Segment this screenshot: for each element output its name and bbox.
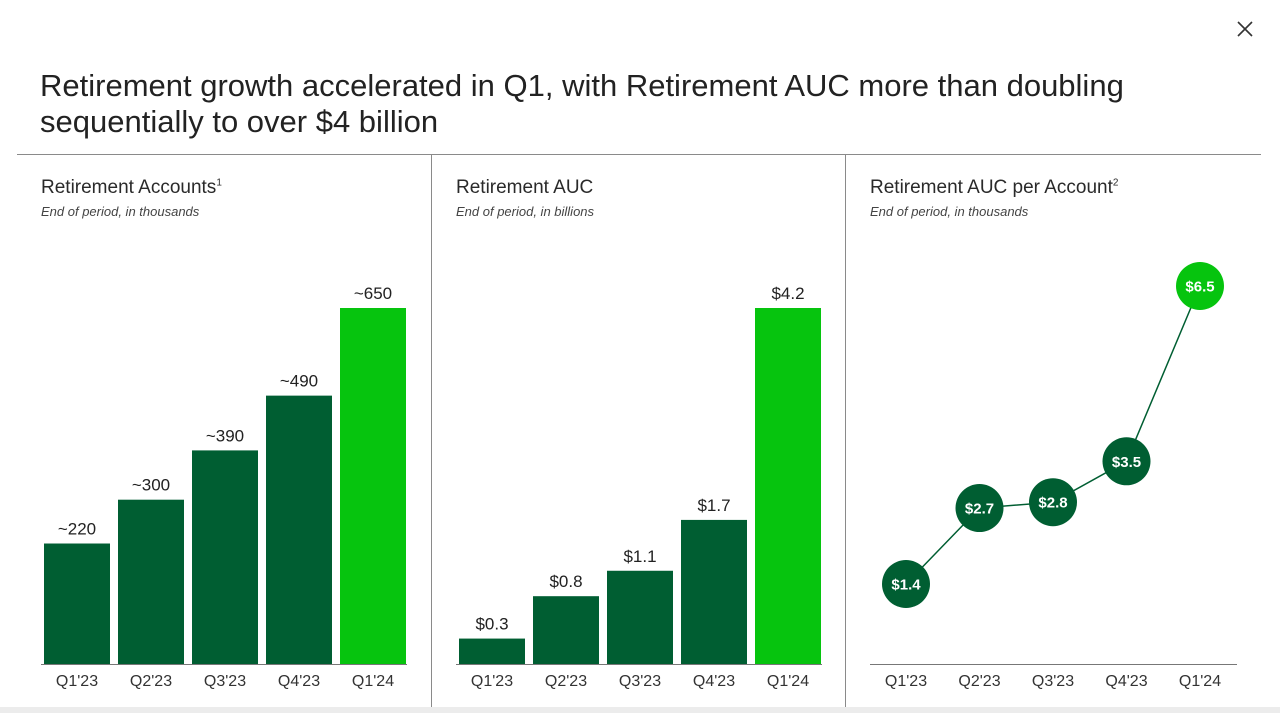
auc-bar: [459, 638, 525, 664]
per-account-tick-label: Q3'23: [1032, 673, 1074, 690]
close-button[interactable]: [1230, 14, 1260, 44]
auc-tick-label: Q1'24: [767, 673, 809, 690]
per-account-data-label: $3.5: [1112, 454, 1141, 471]
retirement-accounts-subtitle: End of period, in thousands: [41, 204, 200, 219]
auc-per-account-chart: $1.4 Q1'23 $2.7 Q2'23 $2.8 Q3'23 $3.5 Q4'23 $6.5…: [870, 262, 1237, 690]
retirement-accounts-chart: ~220 Q1'23 ~300 Q2'23 ~390 Q3'23 ~490 Q4'23 ~650…: [41, 284, 407, 690]
per-account-point: [882, 560, 930, 608]
accounts-tick-label: Q2'23: [130, 673, 172, 690]
accounts-data-label: ~490: [280, 372, 318, 391]
auc-tick-label: Q4'23: [693, 673, 735, 690]
retirement-accounts-title: Retirement Accounts1: [41, 177, 222, 198]
accounts-bar: [118, 499, 184, 664]
panel-divider-1: [431, 155, 432, 713]
auc-tick-label: Q1'23: [471, 673, 513, 690]
page-title: Retirement growth accelerated in Q1, wit…: [40, 68, 1124, 139]
accounts-data-label: ~300: [132, 476, 170, 495]
per-account-point: [1176, 262, 1224, 310]
auc-tick-label: Q2'23: [545, 673, 587, 690]
per-account-line: [905, 285, 1201, 585]
retirement-auc-chart: $0.3 Q1'23 $0.8 Q2'23 $1.1 Q3'23 $1.7 Q4'23 $4.2…: [456, 284, 822, 690]
per-account-point: [955, 484, 1004, 533]
per-account-data-label: $6.5: [1185, 279, 1214, 296]
auc-bar: [755, 308, 821, 664]
auc-per-account-title: Retirement AUC per Account2: [870, 177, 1119, 198]
accounts-data-label: ~390: [206, 426, 244, 445]
accounts-tick-label: Q1'24: [352, 673, 394, 690]
retirement-auc-panel: Retirement AUC End of period, in billion…: [456, 155, 836, 713]
per-account-data-label: $2.7: [965, 501, 994, 518]
per-account-data-label: $2.8: [1038, 495, 1067, 512]
accounts-tick-label: Q4'23: [278, 673, 320, 690]
header-divider: [17, 154, 1261, 155]
auc-bar: [681, 519, 747, 664]
accounts-bar: [44, 543, 110, 664]
retirement-accounts-panel: Retirement Accounts1 End of period, in t…: [41, 155, 421, 713]
accounts-data-label: ~220: [58, 520, 96, 539]
accounts-bar: [340, 308, 406, 664]
auc-per-account-subtitle: End of period, in thousands: [870, 204, 1029, 219]
auc-data-label: $1.1: [623, 547, 656, 566]
retirement-auc-subtitle: End of period, in billions: [456, 204, 595, 219]
per-account-tick-label: Q1'24: [1179, 673, 1221, 690]
accounts-tick-label: Q3'23: [204, 673, 246, 690]
auc-bar: [607, 570, 673, 664]
close-icon: [1237, 21, 1253, 37]
auc-data-label: $0.3: [475, 615, 508, 634]
auc-data-label: $0.8: [549, 572, 582, 591]
accounts-tick-label: Q1'23: [56, 673, 98, 690]
accounts-data-label: ~650: [354, 284, 392, 303]
per-account-point: [1029, 478, 1077, 527]
auc-tick-label: Q3'23: [619, 673, 661, 690]
retirement-auc-title: Retirement AUC: [456, 177, 594, 198]
accounts-bar: [266, 395, 332, 664]
per-account-tick-label: Q2'23: [958, 673, 1000, 690]
auc-data-label: $1.7: [697, 496, 730, 515]
auc-per-account-panel: Retirement AUC per Account2 End of perio…: [870, 155, 1260, 713]
panel-divider-2: [845, 155, 846, 713]
per-account-tick-label: Q1'23: [885, 673, 927, 690]
accounts-bar: [192, 450, 258, 664]
per-account-tick-label: Q4'23: [1105, 673, 1147, 690]
auc-data-label: $4.2: [771, 284, 804, 303]
auc-bar: [533, 596, 599, 664]
per-account-data-label: $1.4: [891, 577, 921, 594]
bottom-edge: [0, 707, 1280, 713]
per-account-point: [1102, 437, 1151, 486]
